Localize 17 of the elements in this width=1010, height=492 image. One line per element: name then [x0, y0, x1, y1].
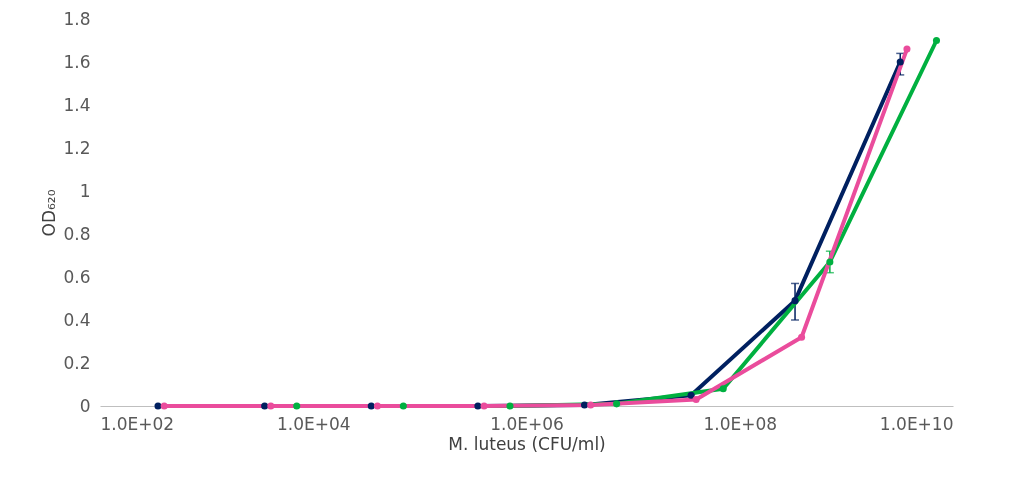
y-tick-label: 0	[79, 395, 91, 416]
y-tick-label: 1.4	[63, 94, 91, 115]
y-tick-label: 0.6	[63, 266, 91, 287]
y-tick-label: 1.8	[63, 8, 91, 29]
y-tick-label: 0.2	[63, 352, 91, 373]
x-tick-label: 1.0E+08	[703, 413, 778, 434]
x-tick-label: 1.0E+02	[100, 413, 175, 434]
y-tick-label: 0.4	[63, 309, 91, 330]
x-tick-label: 1.0E+06	[490, 413, 564, 434]
y-axis-title: OD₆₂₀	[39, 189, 60, 237]
y-tick-label: 0.8	[63, 223, 91, 244]
y-tick-label: 1.6	[63, 51, 91, 72]
x-tick-label: 1.0E+10	[879, 413, 954, 434]
x-axis-title: M. luteus (CFU/ml)	[448, 433, 606, 454]
y-tick-label: 1	[79, 180, 91, 201]
y-tick-label: 1.2	[63, 137, 91, 158]
x-tick-label: 1.0E+04	[276, 413, 351, 434]
